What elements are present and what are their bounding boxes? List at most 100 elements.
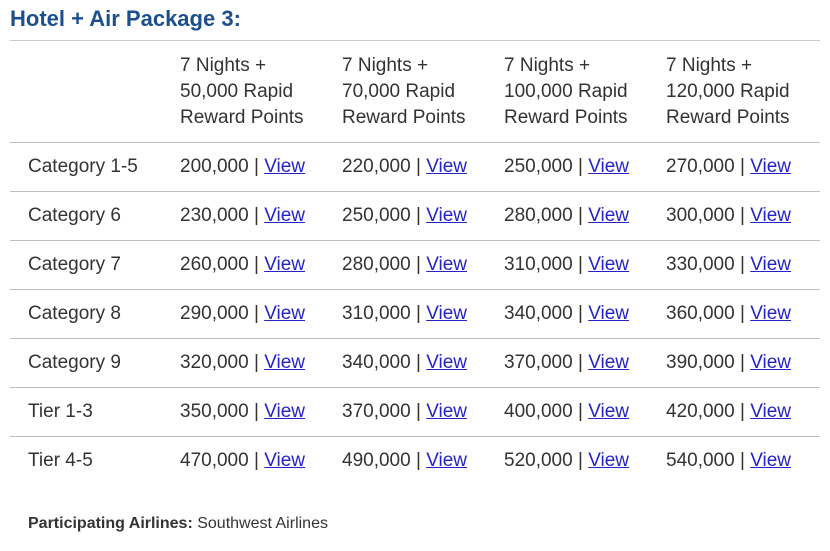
- column-header-line: Reward Points: [342, 107, 466, 128]
- row-label: Tier 4-5: [28, 450, 93, 472]
- separator: |: [572, 205, 589, 226]
- view-link[interactable]: View: [264, 401, 306, 422]
- view-link[interactable]: View: [588, 205, 630, 226]
- points-value: 300,000: [666, 205, 735, 226]
- view-link[interactable]: View: [426, 303, 468, 324]
- table-row: Category 9 320,000 | View 340,000 | View 37…: [10, 339, 820, 388]
- view-link[interactable]: View: [264, 205, 306, 226]
- separator: |: [410, 303, 427, 324]
- view-link[interactable]: View: [264, 352, 306, 373]
- row-label: Category 6: [28, 205, 121, 226]
- row-label: Category 9: [28, 352, 121, 373]
- separator: |: [572, 254, 589, 275]
- separator: |: [410, 205, 427, 226]
- points-cell: 490,000 | View: [334, 437, 496, 486]
- table-header: 7 Nights + 50,000 Rapid Reward Points 7 …: [10, 40, 820, 143]
- points-value: 360,000: [666, 303, 735, 324]
- points-cell: 250,000 | View: [496, 143, 658, 192]
- separator: |: [410, 254, 427, 275]
- table-row: Category 1-5 200,000 | View 220,000 | View…: [10, 143, 820, 192]
- points-value: 200,000: [180, 156, 249, 177]
- separator: |: [248, 352, 265, 373]
- separator: |: [410, 352, 427, 373]
- points-cell: 340,000 | View: [334, 339, 496, 388]
- page-title: Hotel + Air Package 3:: [10, 6, 241, 31]
- view-link[interactable]: View: [264, 254, 306, 275]
- separator: |: [572, 450, 589, 472]
- view-link[interactable]: View: [588, 352, 630, 373]
- view-link[interactable]: View: [426, 254, 468, 275]
- separator: |: [410, 450, 427, 472]
- points-cell: 520,000 | View: [496, 437, 658, 486]
- view-link[interactable]: View: [426, 205, 468, 226]
- view-link[interactable]: View: [588, 450, 630, 472]
- points-cell: 320,000 | View: [172, 339, 334, 388]
- points-value: 280,000: [342, 254, 411, 275]
- view-link[interactable]: View: [426, 401, 468, 422]
- table-row: Tier 1-3 350,000 | View 370,000 | View 400,…: [10, 388, 820, 437]
- points-value: 400,000: [504, 401, 573, 422]
- row-label: Category 1-5: [28, 156, 138, 177]
- view-link[interactable]: View: [426, 352, 468, 373]
- points-value: 270,000: [666, 156, 735, 177]
- view-link[interactable]: View: [264, 303, 306, 324]
- column-header-line: 120,000 Rapid: [666, 81, 790, 102]
- points-value: 250,000: [342, 205, 411, 226]
- points-value: 350,000: [180, 401, 249, 422]
- view-link[interactable]: View: [750, 352, 792, 373]
- header-row: 7 Nights + 50,000 Rapid Reward Points 7 …: [10, 40, 820, 143]
- separator: |: [572, 303, 589, 324]
- column-header: 7 Nights + 70,000 Rapid Reward Points: [334, 41, 496, 143]
- view-link[interactable]: View: [750, 254, 792, 275]
- view-link[interactable]: View: [588, 254, 630, 275]
- view-link[interactable]: View: [426, 450, 468, 472]
- view-link[interactable]: View: [750, 156, 792, 177]
- points-cell: 540,000 | View: [658, 437, 820, 486]
- separator: |: [572, 156, 589, 177]
- points-cell: 310,000 | View: [334, 290, 496, 339]
- points-cell: 330,000 | View: [658, 241, 820, 290]
- participating-airlines-value: Southwest Airlines: [197, 515, 328, 532]
- separator: |: [734, 254, 751, 275]
- separator: |: [572, 352, 589, 373]
- view-link[interactable]: View: [264, 156, 306, 177]
- points-value: 520,000: [504, 450, 573, 472]
- points-cell: 390,000 | View: [658, 339, 820, 388]
- view-link[interactable]: View: [264, 450, 306, 472]
- points-cell: 200,000 | View: [172, 143, 334, 192]
- column-header-line: 7 Nights +: [342, 55, 429, 76]
- column-header-line: 100,000 Rapid: [504, 81, 628, 102]
- points-cell: 250,000 | View: [334, 192, 496, 241]
- points-cell: 220,000 | View: [334, 143, 496, 192]
- column-header: 7 Nights + 50,000 Rapid Reward Points: [172, 41, 334, 143]
- row-label: Tier 1-3: [28, 401, 93, 422]
- table-row: Category 7 260,000 | View 280,000 | View 31…: [10, 241, 820, 290]
- points-value: 220,000: [342, 156, 411, 177]
- points-value: 320,000: [180, 352, 249, 373]
- separator: |: [248, 156, 265, 177]
- points-value: 310,000: [504, 254, 573, 275]
- points-cell: 230,000 | View: [172, 192, 334, 241]
- separator: |: [734, 352, 751, 373]
- points-value: 230,000: [180, 205, 249, 226]
- points-value: 420,000: [666, 401, 735, 422]
- view-link[interactable]: View: [750, 205, 792, 226]
- separator: |: [734, 450, 751, 472]
- view-link[interactable]: View: [588, 156, 630, 177]
- points-value: 250,000: [504, 156, 573, 177]
- view-link[interactable]: View: [588, 401, 630, 422]
- points-value: 310,000: [342, 303, 411, 324]
- points-value: 340,000: [504, 303, 573, 324]
- view-link[interactable]: View: [588, 303, 630, 324]
- corner-cell: [10, 41, 172, 143]
- points-cell: 370,000 | View: [496, 339, 658, 388]
- view-link[interactable]: View: [750, 401, 792, 422]
- points-value: 470,000: [180, 450, 249, 472]
- points-value: 370,000: [504, 352, 573, 373]
- view-link[interactable]: View: [750, 303, 792, 324]
- view-link[interactable]: View: [750, 450, 792, 472]
- column-header-line: 7 Nights +: [666, 55, 753, 76]
- view-link[interactable]: View: [426, 156, 468, 177]
- column-header-line: Reward Points: [180, 107, 304, 128]
